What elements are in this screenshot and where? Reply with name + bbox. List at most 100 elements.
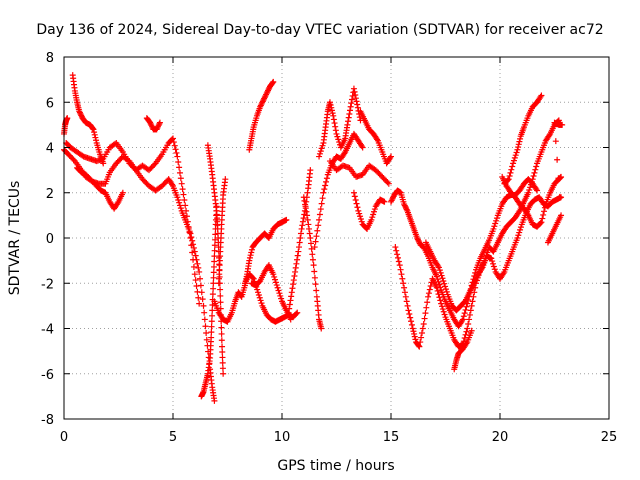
data-point-marker xyxy=(208,329,215,336)
data-point-marker xyxy=(330,112,337,119)
data-point-marker xyxy=(356,210,363,217)
data-point-marker xyxy=(435,263,442,270)
data-point-marker xyxy=(307,240,314,247)
data-point-marker xyxy=(154,123,161,130)
data-point-marker xyxy=(368,216,375,223)
data-point-marker xyxy=(527,184,534,191)
data-point-marker xyxy=(305,221,312,228)
data-point-marker xyxy=(372,167,379,174)
data-point-marker xyxy=(478,265,485,272)
data-point-marker xyxy=(514,146,521,153)
data-point-marker xyxy=(396,262,403,269)
data-point-marker xyxy=(304,212,311,219)
data-point-marker xyxy=(300,194,307,201)
data-point-marker xyxy=(77,111,84,118)
data-point-marker xyxy=(180,191,187,198)
data-point-marker xyxy=(433,284,440,291)
data-point-marker xyxy=(317,206,324,213)
data-point-marker xyxy=(287,316,294,323)
data-point-marker xyxy=(270,78,277,85)
series-track-5 xyxy=(74,164,126,212)
data-point-marker xyxy=(508,166,515,173)
data-point-marker xyxy=(257,102,264,109)
data-point-marker xyxy=(209,301,216,308)
x-axis-label: GPS time / hours xyxy=(277,458,394,474)
data-point-marker xyxy=(377,172,384,179)
data-point-marker xyxy=(387,154,394,161)
data-point-marker xyxy=(211,242,218,249)
data-point-marker xyxy=(326,99,333,106)
data-point-marker xyxy=(277,292,284,299)
data-point-marker xyxy=(155,122,162,129)
data-point-marker xyxy=(308,245,315,252)
data-point-marker xyxy=(179,186,186,193)
data-point-marker xyxy=(493,215,500,222)
data-point-marker xyxy=(516,138,523,145)
data-point-marker xyxy=(300,215,307,222)
data-point-marker xyxy=(537,93,544,100)
data-point-marker xyxy=(296,244,303,251)
data-point-marker xyxy=(517,226,524,233)
data-point-marker xyxy=(424,299,431,306)
data-point-marker xyxy=(423,304,430,311)
data-point-marker xyxy=(147,119,154,126)
data-point-marker xyxy=(78,112,85,119)
data-point-marker xyxy=(147,165,154,172)
data-point-marker xyxy=(418,334,425,341)
data-point-marker xyxy=(195,294,202,301)
data-point-marker xyxy=(425,293,432,300)
data-point-marker xyxy=(173,149,180,156)
chart-title: Day 136 of 2024, Sidereal Day-to-day VTE… xyxy=(36,22,603,38)
data-point-marker xyxy=(392,244,399,251)
data-point-marker xyxy=(87,176,94,183)
data-point-marker xyxy=(187,235,194,241)
data-point-marker xyxy=(319,142,326,149)
data-point-marker xyxy=(463,328,470,335)
data-point-marker xyxy=(379,173,386,180)
data-point-marker xyxy=(194,260,201,267)
data-point-marker xyxy=(171,142,178,149)
data-point-marker xyxy=(402,203,409,210)
data-point-marker xyxy=(139,176,146,183)
data-point-marker xyxy=(407,314,414,321)
data-point-marker xyxy=(178,180,185,187)
data-point-marker xyxy=(307,235,314,241)
data-point-marker xyxy=(309,251,316,258)
data-point-marker xyxy=(359,144,366,151)
data-point-marker xyxy=(299,222,306,229)
data-point-marker xyxy=(210,274,217,281)
data-point-marker xyxy=(406,311,413,318)
series-track-27 xyxy=(544,119,566,246)
data-point-marker xyxy=(505,176,512,183)
data-point-marker xyxy=(506,173,513,180)
data-point-marker xyxy=(515,232,522,239)
data-point-marker xyxy=(291,273,298,280)
data-point-marker xyxy=(493,217,500,224)
data-point-marker xyxy=(408,321,415,328)
data-point-marker xyxy=(199,296,206,303)
data-point-marker xyxy=(425,290,432,297)
data-point-marker xyxy=(260,96,267,103)
data-point-marker xyxy=(436,294,443,301)
data-point-marker xyxy=(174,153,181,160)
data-point-marker xyxy=(200,302,207,309)
data-point-marker xyxy=(426,286,433,293)
data-point-marker xyxy=(490,263,497,270)
data-point-marker xyxy=(294,309,301,316)
data-point-marker xyxy=(203,330,210,337)
data-point-marker xyxy=(177,175,184,182)
data-point-marker xyxy=(350,189,357,196)
data-point-marker xyxy=(202,323,209,330)
data-point-marker xyxy=(354,204,361,211)
data-point-marker xyxy=(248,249,255,256)
data-point-marker xyxy=(219,349,226,356)
data-point-marker xyxy=(403,206,410,213)
data-point-marker xyxy=(412,336,419,343)
data-point-marker xyxy=(348,100,355,107)
data-point-marker xyxy=(294,256,301,263)
data-point-marker xyxy=(491,223,498,230)
data-point-marker xyxy=(169,181,176,188)
data-point-marker xyxy=(90,126,97,133)
data-point-marker xyxy=(79,152,86,159)
data-point-marker xyxy=(319,195,326,202)
